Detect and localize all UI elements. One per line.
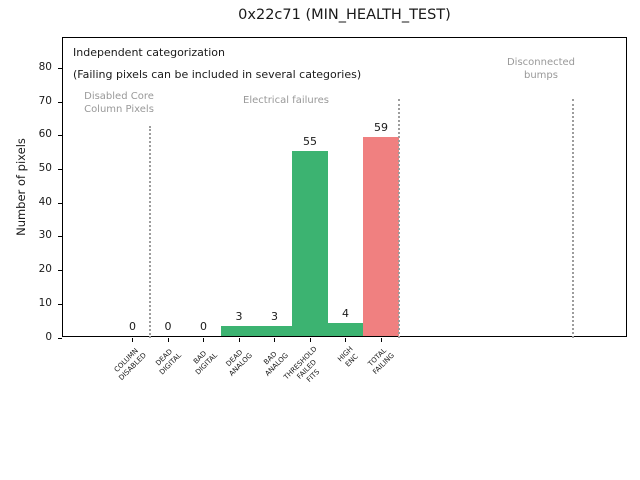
y-tick: [58, 202, 62, 204]
x-tick: [167, 338, 169, 342]
bar-value-label: 4: [342, 306, 349, 320]
x-tick-label: DEAD ANALOG: [224, 348, 254, 378]
y-tick-label: 80: [38, 60, 52, 73]
x-tick-label: COLUMN DISABLED: [112, 346, 148, 382]
x-tick-label: THRESHOLD FAILED FITS: [282, 345, 321, 384]
x-tick: [380, 338, 382, 342]
x-tick: [345, 338, 346, 342]
chart-title: 0x22c71 (MIN_HEALTH_TEST): [238, 7, 451, 23]
bar-value-label: 3: [235, 309, 243, 323]
y-tick-label: 30: [38, 229, 52, 242]
bar-value-label: 59: [374, 121, 388, 135]
note-independent-categorization: Independent categorization: [73, 46, 225, 59]
bar-value-label: 0: [164, 320, 172, 333]
bar-value-label: 0: [129, 320, 136, 333]
x-tick-label: BAD DIGITAL: [191, 349, 219, 377]
bar-value-label: 55: [303, 134, 317, 148]
y-tick: [58, 67, 62, 69]
y-tick-label: 40: [38, 195, 52, 208]
y-tick-label: 10: [38, 296, 52, 309]
bar: [292, 150, 328, 336]
x-tick: [132, 338, 133, 342]
y-tick-label: 0: [45, 330, 52, 343]
y-tick: [58, 303, 62, 305]
y-tick-label: 50: [38, 161, 52, 174]
region-label-disabled-core: Disabled Core Column Pixels: [84, 91, 154, 115]
plot-area: 0 COLUMN DISABLED 0 DEAD DIGITAL 0 BAD DIGITA…: [58, 37, 627, 384]
y-tick-label: 20: [38, 263, 52, 276]
y-tick: [58, 168, 62, 170]
bar: [363, 137, 399, 336]
y-tick: [58, 135, 62, 137]
y-tick: [58, 270, 62, 272]
bar: [327, 322, 364, 336]
region-label-electrical-failures: Electrical failures: [243, 95, 329, 106]
y-tick: [58, 236, 62, 238]
x-tick: [274, 338, 275, 342]
y-tick: [58, 337, 62, 339]
separator-line: [397, 98, 400, 338]
y-tick-label: 60: [38, 128, 52, 141]
region-label-disconnected-bumps: Disconnected bumps: [506, 57, 576, 81]
separator-line: [572, 98, 575, 338]
separator-line: [149, 125, 152, 338]
bar: [221, 325, 257, 336]
y-tick-label: 70: [38, 94, 52, 107]
bar-value-label: 0: [200, 320, 207, 333]
x-tick: [309, 338, 311, 342]
x-tick-label: TOTAL FAILING: [366, 346, 396, 376]
bar-value-label: 3: [271, 309, 278, 323]
y-axis-title: Number of pixels: [14, 138, 28, 236]
note-failing-pixels: (Failing pixels can be included in sever…: [73, 68, 362, 81]
x-tick: [238, 338, 240, 342]
x-tick: [203, 338, 204, 342]
bar: [256, 325, 293, 336]
y-tick: [58, 101, 62, 103]
x-tick-label: HIGH ENC: [335, 345, 360, 369]
x-tick-label: DEAD DIGITAL: [154, 347, 183, 377]
